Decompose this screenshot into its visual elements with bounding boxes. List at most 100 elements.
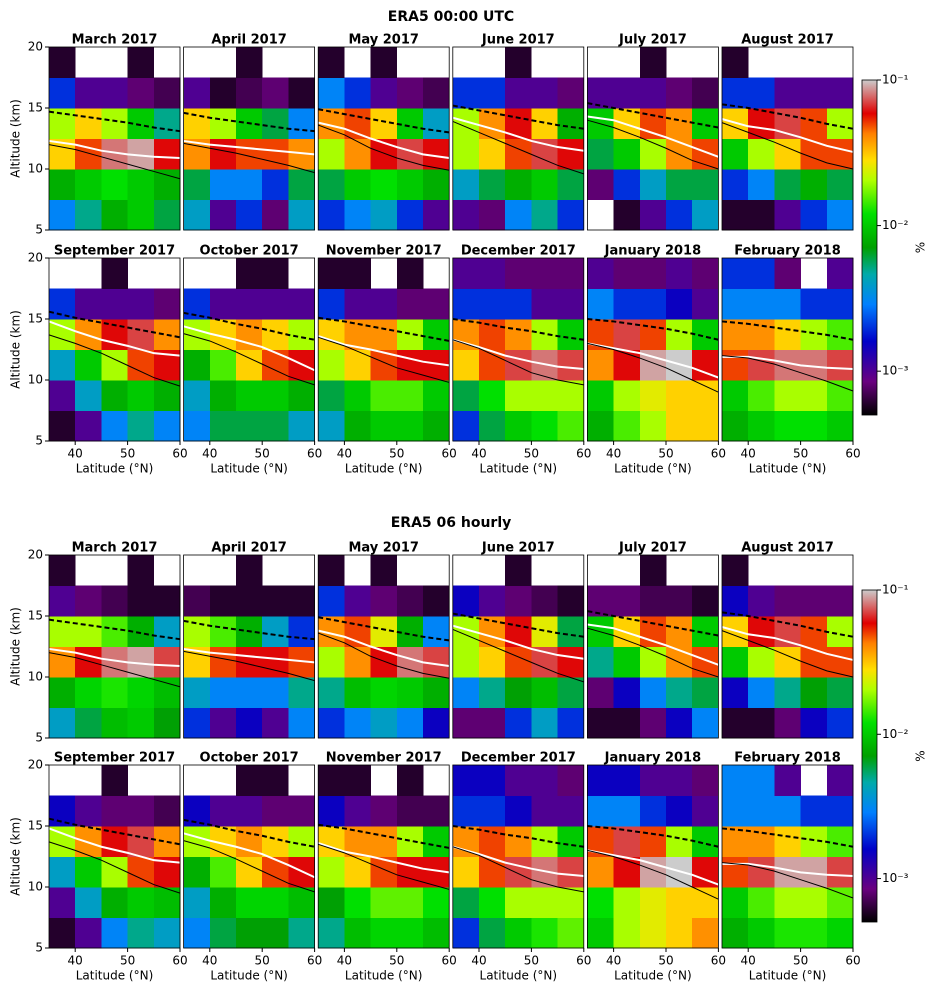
heatmap-cell <box>479 138 506 170</box>
heatmap-cell <box>396 795 424 827</box>
heatmap-cell <box>692 410 719 442</box>
heatmap-cell <box>209 887 237 918</box>
heatmap-cell <box>101 258 128 289</box>
heatmap-cell <box>587 707 614 739</box>
heatmap-cell <box>774 765 801 796</box>
heatmap-cell <box>748 677 775 708</box>
x-tick-label: 50 <box>255 954 270 968</box>
heatmap-cell <box>692 917 719 949</box>
y-tick-label: 5 <box>35 223 43 237</box>
heatmap-cell <box>531 288 558 320</box>
heatmap-cell <box>183 288 211 320</box>
heatmap-cell <box>557 917 585 949</box>
panel: February 2018 40 50 60 Latitude (°N) <box>721 751 861 982</box>
heatmap-cell <box>423 707 450 739</box>
heatmap-cell <box>127 795 155 827</box>
line <box>587 849 719 886</box>
heatmap-cell <box>396 707 424 739</box>
heatmap-cell <box>262 199 289 231</box>
panel-frame <box>48 46 181 231</box>
heatmap-cell <box>318 887 345 918</box>
heatmap-cell <box>774 169 801 200</box>
heatmap-cell <box>613 108 641 139</box>
heatmap-cell <box>423 585 450 617</box>
heatmap-cell <box>344 765 371 796</box>
panel-frame <box>48 554 181 739</box>
heatmap-cell <box>666 616 693 647</box>
heatmap-cell <box>692 707 719 739</box>
heatmap-cell <box>692 77 719 109</box>
panel: December 2017 40 50 60 Latitude (°N) <box>452 751 591 982</box>
heatmap-cell <box>557 795 585 827</box>
heatmap-cell <box>370 707 398 739</box>
heatmap-cell <box>236 677 263 708</box>
line <box>721 122 854 170</box>
heatmap-cell <box>505 585 532 617</box>
heatmap-cell <box>748 349 775 381</box>
line <box>183 333 315 386</box>
x-tick-label: 50 <box>793 447 808 461</box>
heatmap-cell <box>209 646 237 678</box>
heatmap-cell <box>344 887 371 918</box>
heatmap-cell <box>318 555 345 586</box>
heatmap-cell <box>557 677 585 708</box>
heatmap-cell <box>396 887 424 918</box>
heatmap-cell <box>505 169 532 200</box>
heatmap-cell <box>479 826 506 857</box>
panel-title: October 2017 <box>200 244 299 259</box>
heatmap-cell <box>183 887 211 918</box>
line <box>587 342 719 393</box>
heatmap-cell <box>262 616 289 647</box>
heatmap-cell <box>722 856 749 888</box>
heatmap-cell <box>75 138 102 170</box>
heatmap-cell <box>101 349 128 381</box>
heatmap-cell <box>396 380 424 411</box>
heatmap-cell <box>748 380 775 411</box>
line <box>721 355 854 392</box>
heatmap-cell <box>587 677 614 708</box>
heatmap-cell <box>639 765 667 796</box>
heatmap-cell <box>505 319 532 350</box>
heatmap-cell <box>639 917 667 949</box>
panel-frame <box>183 764 316 949</box>
heatmap-cell <box>722 795 749 827</box>
heatmap-cell <box>75 677 102 708</box>
heatmap-cell <box>101 77 128 109</box>
heatmap-cell <box>49 169 76 200</box>
heatmap-cell <box>344 258 371 289</box>
line <box>318 108 450 134</box>
heatmap-cell <box>153 199 181 231</box>
heatmap-cell <box>236 47 263 78</box>
heatmap-cell <box>209 616 237 647</box>
panel-title: May 2017 <box>348 541 419 556</box>
line <box>48 334 181 387</box>
heatmap-cell <box>800 108 828 139</box>
x-tick-label: 60 <box>172 954 187 968</box>
heatmap-cell <box>452 887 480 918</box>
heatmap-cell <box>774 887 801 918</box>
heatmap-cell <box>692 616 719 647</box>
colorbar-tick-label: 10⁻¹ <box>882 583 909 597</box>
heatmap-cell <box>557 169 585 200</box>
heatmap-cell <box>452 77 480 109</box>
line <box>452 104 584 130</box>
heatmap-cell <box>262 319 289 350</box>
panel-title: December 2017 <box>461 751 576 766</box>
line <box>48 618 181 641</box>
heatmap-cell <box>49 349 76 381</box>
heatmap-cell <box>505 765 532 796</box>
heatmap-cell <box>800 380 828 411</box>
heatmap-cell <box>505 77 532 109</box>
y-tick-label: 15 <box>28 819 43 833</box>
heatmap-cell <box>692 258 719 289</box>
heatmap-cell <box>396 826 424 857</box>
heatmap-cell <box>183 410 211 442</box>
panel: September 2017 5 10 15 20 40 50 60 Latitude (°N)… <box>9 244 188 476</box>
heatmap-cell <box>748 319 775 350</box>
heatmap-cell <box>479 199 506 231</box>
panel: April 2017 <box>183 33 316 231</box>
y-tick-label: 20 <box>28 251 43 265</box>
heatmap-cell <box>748 288 775 320</box>
heatmap-cell <box>236 585 263 617</box>
heatmap-cell <box>666 410 693 442</box>
